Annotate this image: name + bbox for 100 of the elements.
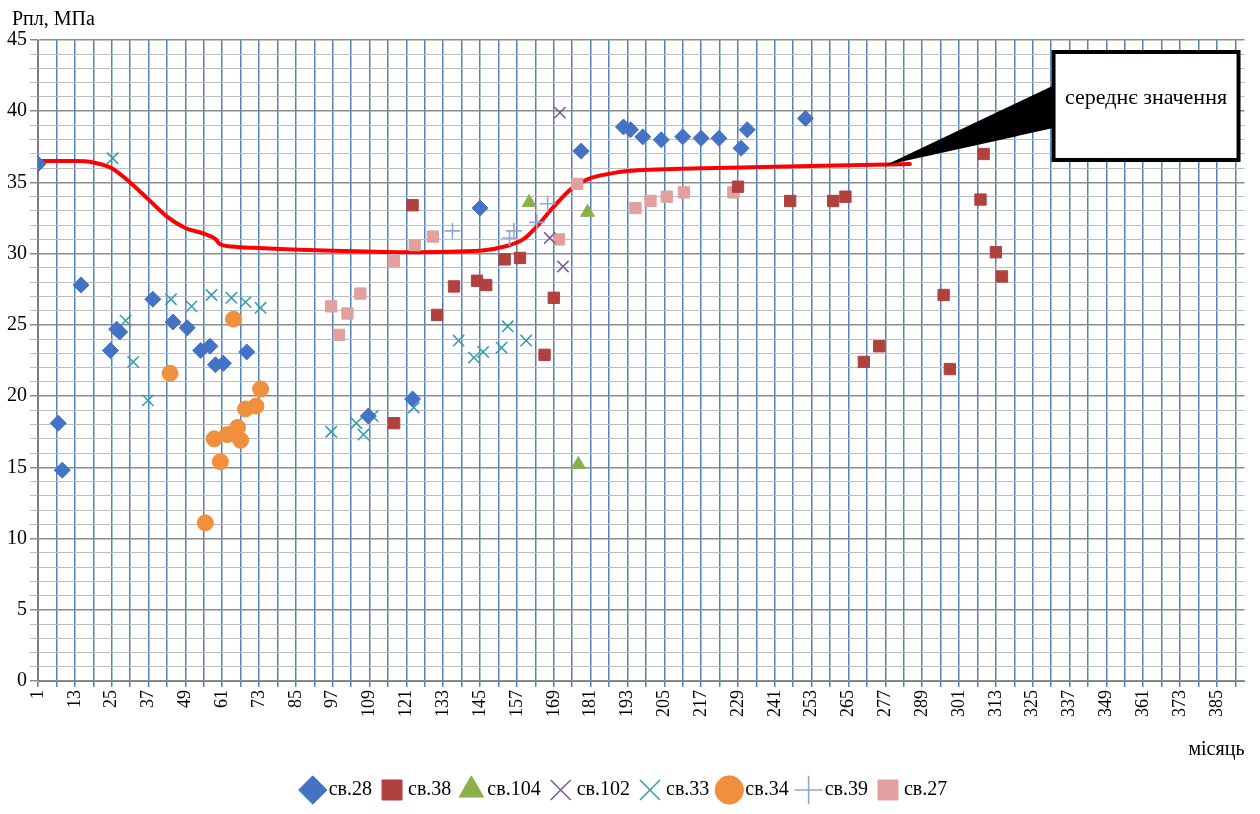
point	[324, 425, 338, 439]
point	[519, 334, 533, 348]
point	[332, 328, 346, 342]
point	[387, 254, 400, 267]
y-tick-label: 40	[7, 98, 27, 121]
point	[501, 319, 515, 333]
point	[857, 355, 870, 369]
point	[106, 151, 120, 165]
point	[359, 407, 377, 425]
point	[660, 190, 673, 203]
point	[185, 299, 198, 313]
point	[732, 139, 750, 157]
point	[407, 401, 421, 414]
callout: середнє значення	[885, 50, 1241, 166]
legend-label: св.33	[666, 777, 710, 800]
point	[164, 313, 182, 331]
y-axis-title: Рпл, МПа	[12, 7, 96, 30]
point	[528, 213, 546, 232]
point	[943, 362, 956, 376]
legend-label: св.27	[903, 777, 948, 800]
legend-label: св.102	[576, 777, 631, 800]
y-tick-label: 45	[7, 27, 27, 50]
point	[232, 431, 250, 449]
point	[426, 230, 439, 243]
point	[211, 453, 229, 471]
x-tick-label: 205	[653, 690, 674, 717]
point	[873, 340, 886, 353]
point	[784, 194, 797, 208]
x-tick-label: 385	[1205, 690, 1226, 717]
x-tick-label: 337	[1058, 690, 1079, 717]
x-tick-label: 133	[431, 690, 452, 717]
y-tick-label: 10	[7, 525, 27, 548]
point	[239, 295, 252, 309]
x-tick-label: 145	[468, 690, 489, 717]
point	[72, 276, 90, 294]
point	[205, 288, 218, 302]
point	[471, 199, 489, 217]
y-tick-label: 30	[7, 240, 27, 263]
point	[543, 231, 557, 245]
legend-label: св.39	[824, 777, 868, 800]
point	[406, 199, 419, 212]
point	[341, 307, 354, 320]
point	[349, 416, 363, 430]
point	[500, 229, 519, 247]
point	[674, 128, 692, 146]
x-tick-label: 265	[837, 690, 858, 717]
x-tick-label: 253	[800, 690, 821, 717]
point	[238, 343, 256, 361]
point	[254, 301, 268, 315]
point	[224, 291, 238, 305]
point	[196, 514, 214, 532]
y-tick-label: 20	[7, 383, 27, 406]
point	[634, 128, 652, 146]
point	[731, 180, 745, 193]
point	[629, 201, 642, 215]
point	[430, 308, 444, 322]
point	[354, 287, 367, 300]
x-tick-label: 109	[358, 690, 379, 717]
point	[476, 345, 490, 359]
y-tick-label: 0	[17, 668, 27, 691]
x-tick-label: 13	[63, 690, 84, 708]
point	[547, 291, 560, 304]
point	[247, 397, 265, 415]
point	[447, 280, 461, 293]
point	[141, 393, 155, 407]
point	[408, 238, 421, 252]
point	[505, 222, 523, 240]
point	[201, 337, 219, 355]
annotation: середнє значення	[1065, 84, 1228, 109]
point	[164, 292, 178, 306]
legend-label: св.104	[487, 777, 541, 800]
point	[498, 253, 511, 266]
point	[826, 194, 840, 208]
x-tick-label: 97	[321, 690, 342, 708]
legend-label: св.34	[745, 777, 789, 800]
x-tick-label: 217	[689, 690, 710, 717]
point	[452, 334, 466, 348]
y-tick-label: 15	[7, 454, 27, 477]
point	[356, 428, 370, 442]
y-tick-label: 5	[17, 597, 27, 620]
legend-label: св.38	[408, 777, 452, 800]
point	[797, 109, 815, 127]
point	[53, 461, 71, 479]
x-tick-label: 277	[874, 690, 895, 717]
x-tick-label: 301	[947, 690, 968, 717]
point	[178, 319, 196, 337]
point	[553, 106, 567, 120]
x-tick-label: 85	[284, 690, 305, 708]
point	[387, 417, 401, 430]
x-tick-label: 37	[137, 690, 158, 708]
y-tick-label: 25	[7, 312, 27, 335]
point	[556, 260, 570, 273]
x-tick-label: 193	[616, 690, 637, 717]
x-tick-label: 121	[395, 690, 416, 717]
x-tick-label: 229	[726, 690, 747, 717]
x-tick-label: 325	[1021, 690, 1042, 717]
point	[989, 246, 1003, 259]
point	[225, 310, 243, 328]
point	[495, 341, 509, 355]
point	[652, 131, 670, 149]
